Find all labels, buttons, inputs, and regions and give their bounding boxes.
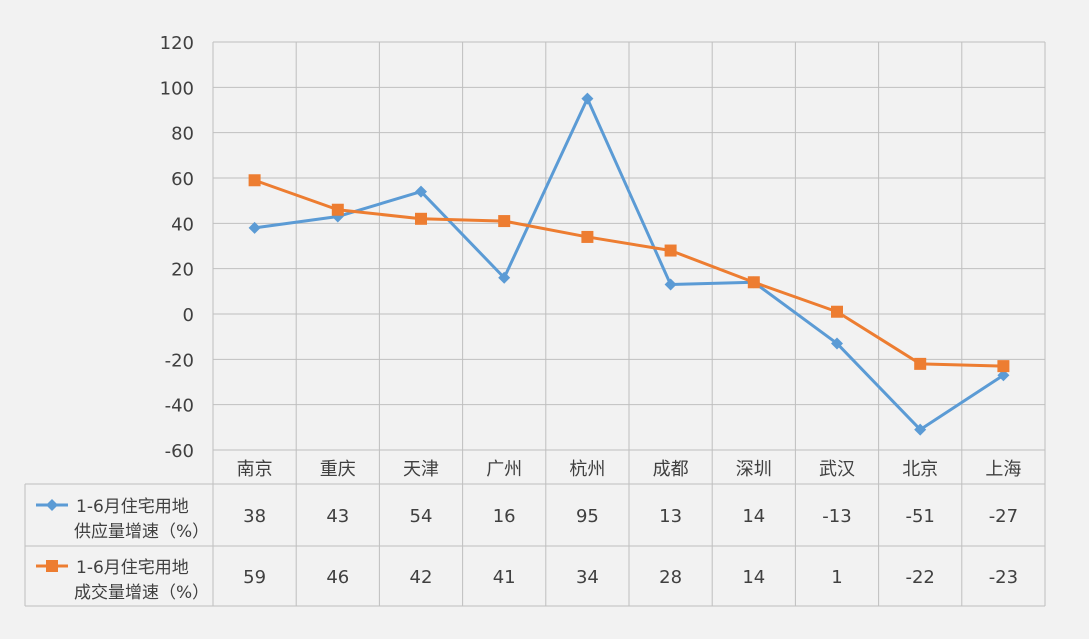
data-point-diamond	[997, 369, 1010, 382]
table-cell-value: -13	[822, 506, 851, 527]
table-cell-value: 95	[576, 506, 599, 527]
table-cell-value: 34	[576, 567, 599, 588]
label-layer: -60 -40 -20 0 20 40 60 80 100 120 南京 重庆 天津 广州 杭州 成都 深圳 武汉…	[160, 33, 1022, 480]
table-cell-value: 43	[326, 506, 349, 527]
data-point-diamond	[581, 92, 594, 105]
table-cell-value: -23	[989, 567, 1018, 588]
table-cell-value: -27	[989, 506, 1018, 527]
x-tick-label: 重庆	[320, 459, 356, 480]
data-point-square	[747, 276, 760, 289]
table-cell-value: 38	[243, 506, 266, 527]
table-cell-value: 16	[493, 506, 516, 527]
table-cell-value: 54	[410, 506, 433, 527]
series-layer	[248, 92, 1010, 436]
x-tick-label: 深圳	[736, 459, 772, 480]
legend-key-diamond	[46, 499, 58, 511]
data-point-square	[331, 203, 344, 216]
y-tick-label: 60	[171, 169, 194, 190]
data-point-square	[498, 215, 511, 228]
y-tick-label: 0	[183, 305, 194, 326]
table-cell-value: 46	[326, 567, 349, 588]
x-tick-label: 天津	[403, 459, 439, 480]
x-tick-label: 广州	[486, 459, 522, 480]
table-cell-value: 41	[493, 567, 516, 588]
data-point-square	[664, 244, 677, 257]
data-point-diamond	[831, 337, 843, 350]
y-tick-label: -60	[165, 441, 194, 462]
series-line-1	[254, 97, 1005, 432]
table-cell-value: 42	[410, 567, 433, 588]
data-point-square	[581, 230, 594, 243]
y-tick-label: -20	[165, 350, 194, 371]
data-point-diamond	[498, 271, 511, 284]
legend-label-line2: 成交量增速（%）	[74, 583, 209, 603]
x-tick-label: 南京	[237, 459, 273, 480]
y-tick-label: -40	[165, 396, 194, 417]
table-cell-value: 1	[831, 567, 842, 588]
table-cell-value: 59	[243, 567, 266, 588]
data-point-diamond	[415, 185, 427, 198]
x-tick-label: 武汉	[819, 459, 855, 480]
data-point-square	[914, 357, 927, 370]
table-cell-value: 28	[659, 567, 682, 588]
x-tick-label: 北京	[902, 459, 938, 480]
y-tick-label: 40	[171, 214, 194, 235]
table-cell-value: -22	[905, 567, 934, 588]
y-tick-label: 100	[160, 78, 194, 99]
table-cell-value: 14	[742, 506, 765, 527]
grid-layer	[212, 41, 1046, 606]
data-point-diamond	[914, 423, 927, 436]
y-tick-label: 20	[171, 260, 194, 281]
table-cell-value: -51	[905, 506, 934, 527]
y-tick-label: 80	[171, 124, 194, 145]
data-point-square	[415, 212, 427, 225]
x-tick-label: 杭州	[569, 459, 605, 480]
data-point-square	[997, 360, 1010, 373]
x-tick-label: 上海	[985, 459, 1021, 480]
data-point-diamond	[664, 278, 677, 291]
legend-label-line1: 1-6月住宅用地	[76, 497, 189, 517]
legend-label-line2: 供应量增速（%）	[74, 522, 209, 542]
data-point-square	[248, 174, 261, 187]
y-tick-label: 120	[160, 33, 194, 54]
data-point-square	[831, 305, 843, 318]
data-point-diamond	[248, 221, 261, 234]
series-line-2	[254, 178, 1004, 368]
legend-label-line1: 1-6月住宅用地	[76, 558, 189, 578]
table-cell-value: 13	[659, 506, 682, 527]
legend-key-square	[46, 560, 58, 572]
x-tick-label: 成都	[653, 459, 689, 480]
table-cell-value: 14	[742, 567, 765, 588]
